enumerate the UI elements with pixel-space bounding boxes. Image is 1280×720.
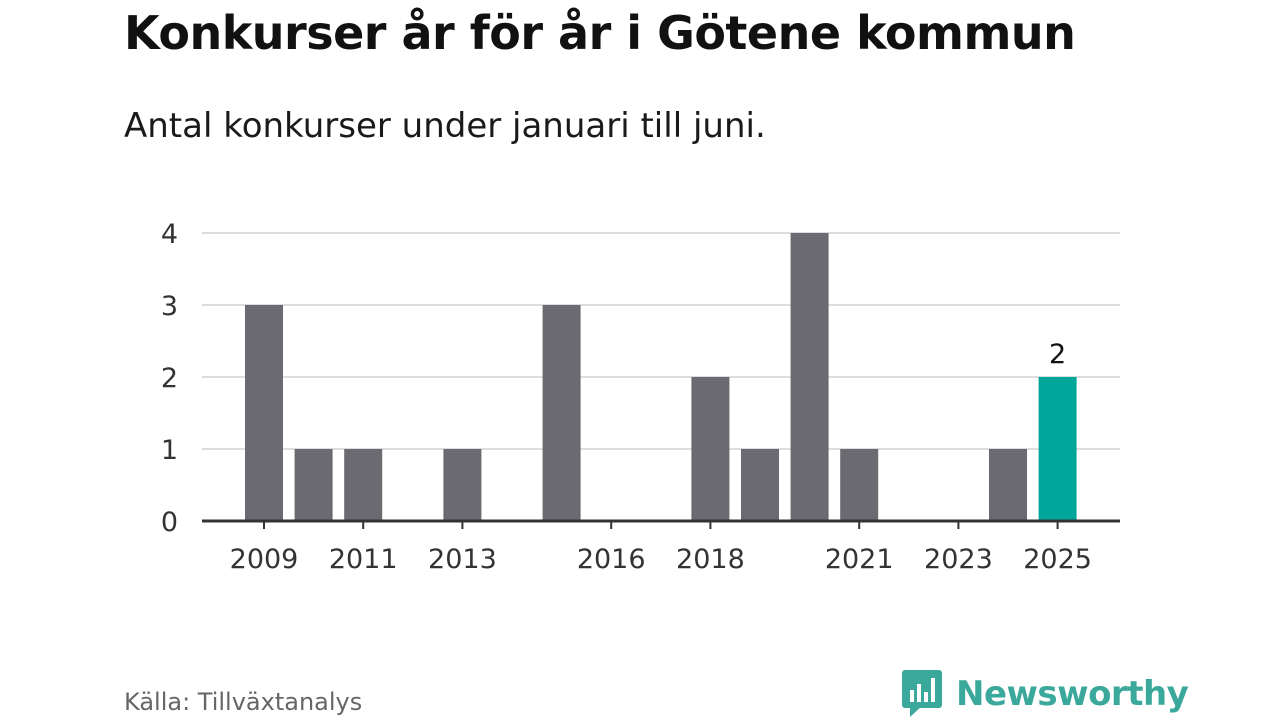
y-tick-label: 2 (161, 363, 178, 394)
axes (202, 519, 1120, 529)
brand-logo: Newsworthy (902, 670, 1189, 718)
bar-2021 (840, 449, 879, 521)
bar-2010 (294, 449, 333, 521)
x-tick-label: 2009 (230, 544, 299, 575)
x-tick-label: 2013 (428, 544, 497, 575)
source-note: Källa: Tillväxtanalys (124, 688, 363, 716)
x-tick-label: 2011 (329, 544, 398, 575)
bar-chart-speech-bubble-icon (902, 670, 942, 717)
labels: 0 1 2 3 4 2009 2011 2013 2016 2018 2021 2023 2025 2 (161, 219, 1092, 575)
bar-chart: 0 1 2 3 4 2009 2011 2013 2016 2018 2021 2023 2025 2 (161, 219, 1120, 575)
x-tick-label: 2021 (825, 544, 894, 575)
bar-2020 (790, 233, 829, 521)
bar-2009 (245, 305, 283, 521)
bar-2011 (344, 449, 383, 521)
x-tick-label: 2025 (1023, 544, 1092, 575)
y-tick-label: 3 (161, 291, 178, 322)
bar-2015 (542, 305, 581, 521)
bar-2018 (691, 377, 730, 521)
bar-2013 (443, 449, 482, 521)
data-label: 2 (1049, 339, 1066, 370)
y-tick-label: 0 (161, 507, 178, 538)
x-tick-label: 2023 (924, 544, 993, 575)
y-tick-label: 4 (161, 219, 178, 250)
gridlines (202, 232, 1120, 450)
bars (245, 233, 1077, 521)
chart-title: Konkurser år för år i Götene kommun (124, 6, 1076, 60)
x-tick-label: 2018 (676, 544, 745, 575)
bar-2024 (989, 449, 1027, 521)
x-tick-label: 2016 (577, 544, 646, 575)
bar-2019 (741, 449, 779, 521)
y-tick-label: 1 (161, 435, 178, 466)
chart-subtitle: Antal konkurser under januari till juni. (124, 106, 766, 146)
brand-name: Newsworthy (956, 674, 1189, 714)
bar-2025 (1038, 377, 1077, 521)
